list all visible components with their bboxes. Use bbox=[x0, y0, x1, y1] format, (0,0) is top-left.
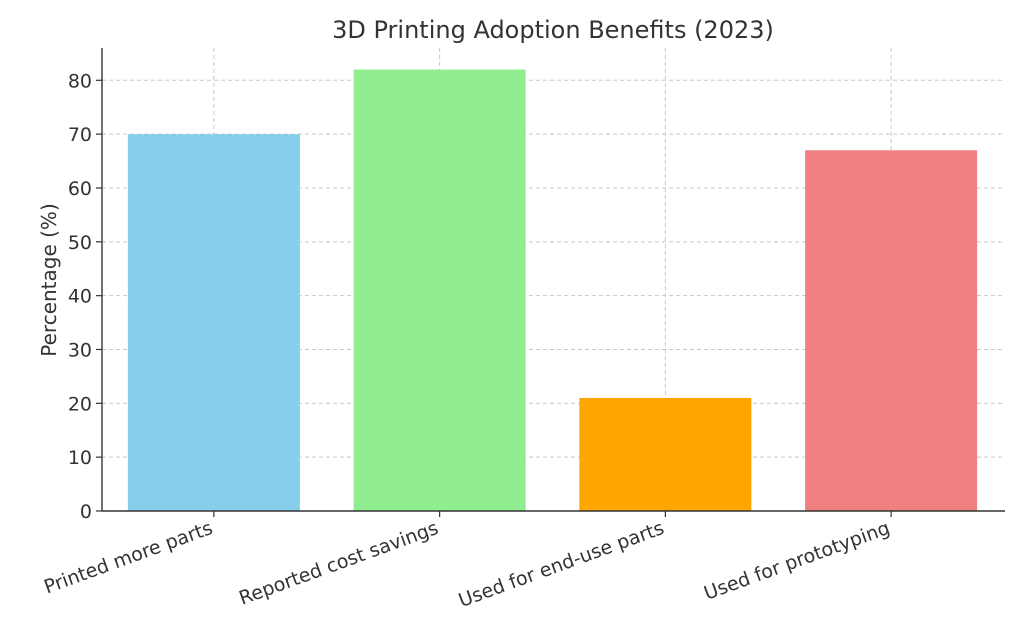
bars bbox=[127, 69, 978, 512]
bar-4 bbox=[805, 150, 978, 511]
axes bbox=[101, 48, 1005, 512]
x-tick-label: Used for prototyping bbox=[701, 517, 893, 605]
x-tick-label: Printed more parts bbox=[41, 517, 215, 598]
bar-2 bbox=[353, 69, 526, 511]
y-tick-label: 0 bbox=[80, 501, 92, 523]
y-tick-label: 30 bbox=[68, 339, 92, 361]
y-tick-label: 70 bbox=[68, 124, 92, 146]
x-tick-label: Used for end-use parts bbox=[456, 517, 667, 612]
y-tick-label: 20 bbox=[68, 393, 92, 415]
bar-3 bbox=[579, 397, 752, 511]
chart-title: 3D Printing Adoption Benefits (2023) bbox=[332, 16, 774, 44]
y-tick-label: 80 bbox=[68, 70, 92, 92]
y-axis-label: Percentage (%) bbox=[37, 203, 61, 356]
y-tick-label: 40 bbox=[68, 286, 92, 308]
y-tick-label: 60 bbox=[68, 178, 92, 200]
bar-1 bbox=[127, 134, 300, 512]
y-tick-label: 10 bbox=[68, 447, 92, 469]
x-tick-label: Reported cost savings bbox=[236, 517, 441, 610]
y-tick-label: 50 bbox=[68, 232, 92, 254]
